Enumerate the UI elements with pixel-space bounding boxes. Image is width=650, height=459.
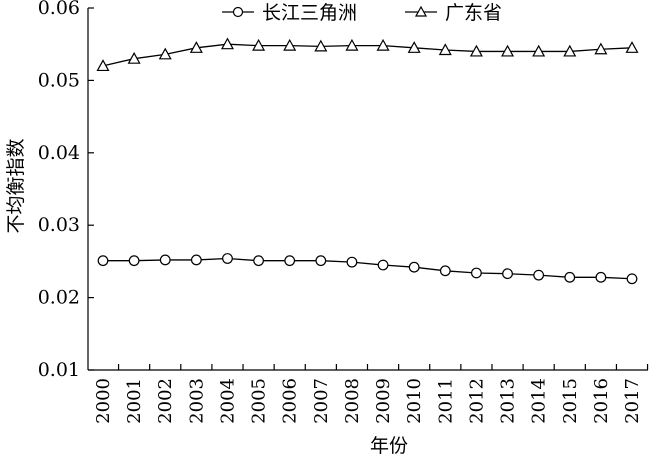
data-point-triangle — [345, 38, 359, 51]
data-point-triangle — [283, 38, 297, 51]
x-tick-label: 2016 — [591, 378, 612, 424]
y-axis-label: 不均衡指数 — [5, 138, 27, 233]
data-point-circle — [564, 271, 576, 283]
x-tick-label: 2005 — [249, 378, 270, 424]
legend: 长江三角洲 广东省 — [222, 2, 502, 24]
x-tick-label: 2009 — [373, 378, 394, 424]
data-point-circle — [190, 254, 202, 266]
x-axis-label: 年份 — [370, 435, 408, 457]
data-point-circle — [159, 254, 171, 266]
plot-area — [96, 37, 639, 285]
data-point-triangle — [220, 37, 234, 50]
x-tick-label: 2003 — [186, 378, 207, 424]
data-point-triangle — [563, 44, 577, 57]
data-point-triangle — [625, 41, 639, 53]
data-point-triangle — [314, 39, 328, 52]
legend-label-guangdong: 广东省 — [445, 2, 502, 24]
x-tick-label: 2011 — [435, 378, 456, 424]
data-point-circle — [315, 255, 327, 267]
x-tick-label: 2007 — [311, 378, 332, 424]
y-tick-label: 0.02 — [38, 287, 80, 309]
data-point-circle — [595, 271, 607, 283]
data-point-circle — [97, 255, 109, 267]
legend-marker-triangle — [414, 5, 428, 17]
data-point-triangle — [469, 44, 483, 57]
y-tick-label: 0.05 — [38, 69, 80, 91]
data-point-triangle — [501, 44, 515, 57]
x-tick-label: 2013 — [498, 378, 519, 424]
series-line-1 — [102, 43, 633, 67]
data-point-triangle — [594, 42, 608, 55]
data-point-circle — [533, 269, 545, 281]
data-point-triangle — [189, 41, 203, 53]
data-point-circle — [439, 265, 451, 277]
x-tick-label: 2015 — [560, 378, 581, 424]
data-point-triangle — [407, 41, 421, 53]
y-tick-label: 0.06 — [38, 0, 80, 19]
data-point-circle — [253, 255, 264, 267]
x-tick-label: 2000 — [93, 378, 114, 424]
data-point-circle — [222, 253, 233, 264]
data-point-circle — [502, 268, 513, 280]
data-point-circle — [471, 267, 482, 279]
x-tick-label: 2008 — [342, 378, 363, 424]
data-point-circle — [408, 261, 420, 273]
x-tick-label: 2014 — [529, 378, 550, 424]
data-point-triangle — [127, 51, 141, 64]
data-point-triangle — [158, 47, 172, 60]
legend-marker-circle — [232, 6, 244, 18]
data-point-triangle — [376, 38, 390, 51]
x-tick-label: 2004 — [217, 378, 238, 424]
y-tick-label: 0.01 — [38, 359, 80, 381]
data-point-circle — [284, 255, 296, 267]
data-point-triangle — [96, 59, 110, 72]
data-point-triangle — [438, 43, 452, 56]
axes — [87, 7, 649, 371]
x-tick-label: 2002 — [155, 378, 176, 424]
series-line-0 — [103, 257, 633, 280]
tick-labels: 0.01 0.02 0.03 0.04 0.05 0.06 2000 2001 2002 2003… — [38, 0, 643, 424]
x-tick-label: 2012 — [466, 378, 487, 424]
x-tick-label: 2001 — [124, 378, 145, 424]
data-point-circle — [346, 256, 358, 268]
data-point-triangle — [252, 38, 266, 51]
x-tick-label: 2017 — [622, 378, 643, 424]
y-tick-label: 0.03 — [38, 214, 80, 236]
data-point-triangle — [532, 44, 546, 57]
data-point-circle — [377, 259, 389, 271]
x-tick-label: 2006 — [280, 378, 301, 424]
data-point-circle — [128, 255, 140, 267]
y-tick-label: 0.04 — [38, 142, 80, 164]
x-tick-label: 2010 — [404, 378, 425, 424]
data-point-circle — [626, 273, 638, 285]
legend-label-changjiang: 长江三角洲 — [262, 2, 357, 24]
